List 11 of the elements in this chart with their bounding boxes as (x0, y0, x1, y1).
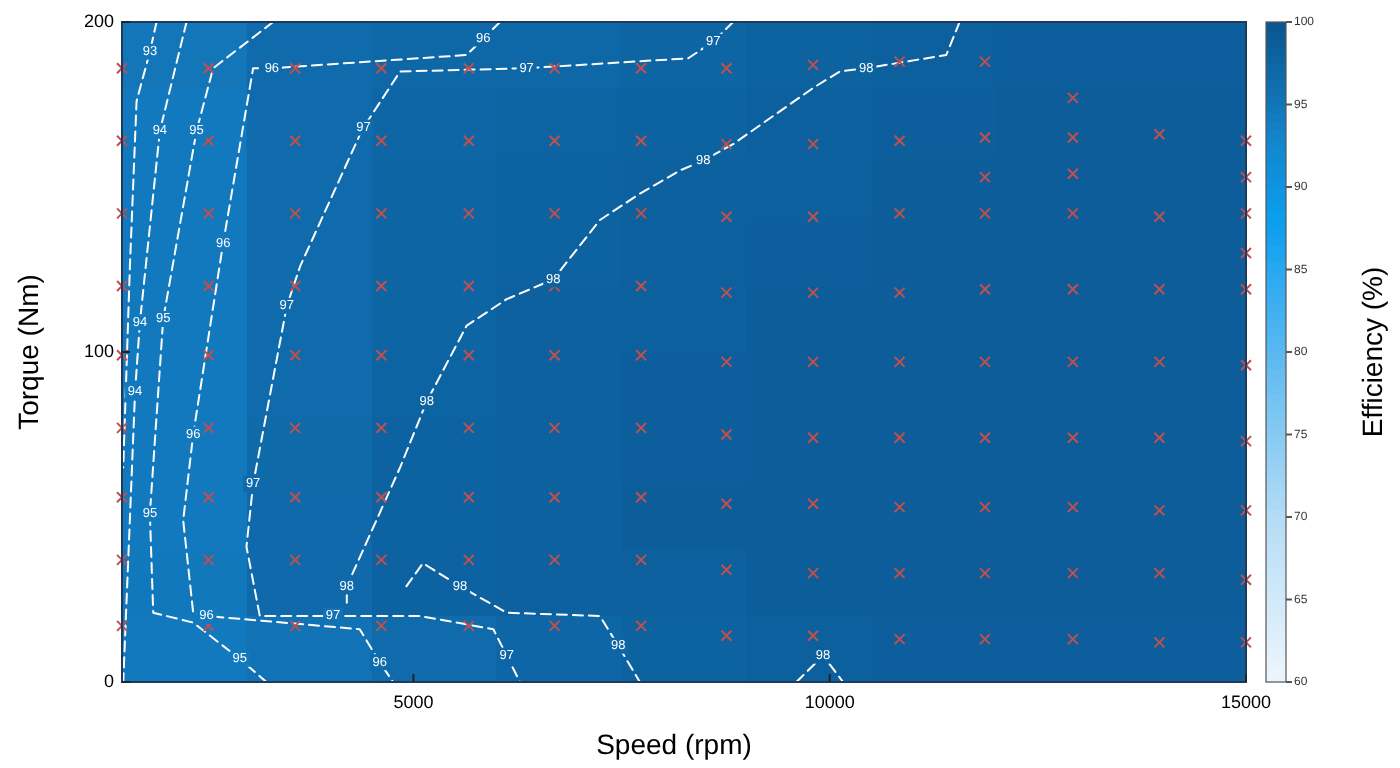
x-tick-label: 10000 (804, 692, 855, 712)
x-axis-title: Speed (rpm) (596, 728, 752, 760)
y-tick-label: 100 (83, 340, 114, 361)
color-bar-title: Efficiency (%) (1356, 266, 1388, 438)
y-tick-label: 200 (83, 10, 114, 31)
line-series (122, 21, 188, 683)
y-tick-label: 0 (103, 670, 114, 691)
x-tick-label: 5000 (393, 692, 434, 712)
y-axis-title: Torque (Nm) (12, 274, 44, 430)
x-tick-label: 15000 (1220, 692, 1272, 712)
line-series (405, 562, 641, 683)
